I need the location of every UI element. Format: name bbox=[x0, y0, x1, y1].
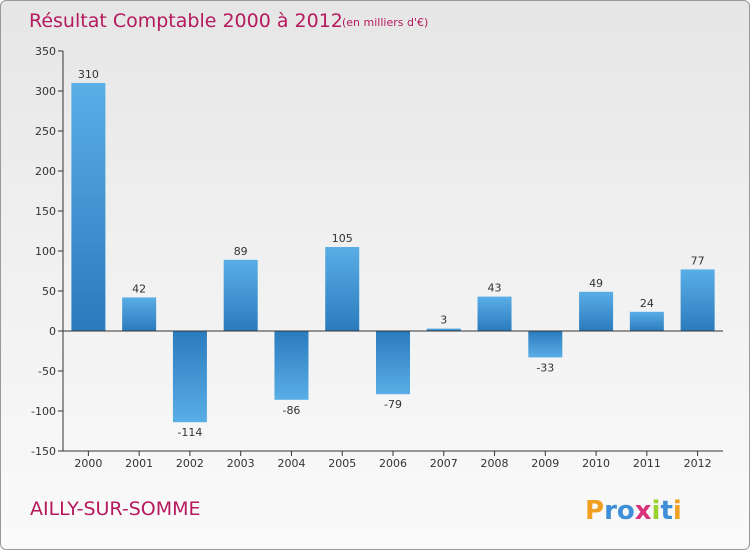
y-tick-label: 0 bbox=[49, 325, 56, 338]
bar bbox=[172, 331, 207, 423]
bar bbox=[325, 247, 360, 331]
data-label: 77 bbox=[691, 254, 705, 267]
data-label: -79 bbox=[384, 398, 402, 411]
data-label: 42 bbox=[132, 282, 146, 295]
bar bbox=[71, 83, 106, 331]
y-tick-label: 300 bbox=[35, 85, 56, 98]
data-label: 24 bbox=[640, 297, 654, 310]
logo-letter: x bbox=[635, 496, 652, 526]
bar bbox=[477, 296, 512, 331]
bar bbox=[122, 297, 157, 331]
bar bbox=[274, 331, 309, 400]
y-tick-label: 100 bbox=[35, 245, 56, 258]
x-tick-label: 2005 bbox=[328, 457, 356, 470]
bars: 310 42 -114 89 -86 105 -79 3 43 -33 49 24 77 bbox=[71, 68, 715, 439]
y-tick-label: -50 bbox=[38, 365, 56, 378]
bar bbox=[223, 259, 258, 331]
logo-letter: t bbox=[660, 496, 672, 526]
logo-letter: o bbox=[617, 496, 635, 526]
bar bbox=[376, 331, 410, 395]
y-tick-label: -100 bbox=[31, 405, 56, 418]
data-label: 49 bbox=[589, 277, 603, 290]
bar bbox=[528, 331, 563, 358]
axes bbox=[62, 51, 723, 452]
data-label: 310 bbox=[78, 68, 99, 81]
data-label: 3 bbox=[440, 314, 447, 327]
x-tick-label: 2009 bbox=[531, 457, 559, 470]
data-label: -86 bbox=[282, 404, 300, 417]
x-tick-label: 2003 bbox=[227, 457, 255, 470]
data-label: 89 bbox=[234, 245, 248, 258]
bar bbox=[680, 269, 715, 331]
logo-letter: P bbox=[585, 496, 604, 526]
logo-letter: r bbox=[604, 496, 617, 526]
data-label: 43 bbox=[488, 282, 502, 295]
data-label: 105 bbox=[332, 232, 353, 245]
x-tick-label: 2000 bbox=[74, 457, 102, 470]
y-tick-label: 200 bbox=[35, 165, 56, 178]
x-tick-label: 2012 bbox=[684, 457, 712, 470]
y-axis-ticks: 350 300 250 200 150 100 50 0 -50 -100 -150 bbox=[31, 45, 63, 458]
chart-title: Résultat Comptable 2000 à 2012 bbox=[29, 10, 343, 32]
x-tick-label: 2001 bbox=[125, 457, 153, 470]
x-tick-label: 2008 bbox=[481, 457, 509, 470]
bar bbox=[426, 328, 461, 331]
y-tick-label: 150 bbox=[35, 205, 56, 218]
chart-subtitle: (en milliers d'€) bbox=[342, 16, 428, 29]
y-tick-label: 350 bbox=[35, 45, 56, 58]
x-tick-label: 2007 bbox=[430, 457, 458, 470]
logo-letter: i bbox=[673, 496, 682, 526]
y-tick-label: 50 bbox=[42, 285, 56, 298]
x-tick-label: 2011 bbox=[633, 457, 661, 470]
x-tick-label: 2006 bbox=[379, 457, 407, 470]
logo-letter: i bbox=[652, 496, 661, 526]
city-name: AILLY-SUR-SOMME bbox=[30, 498, 201, 520]
x-tick-label: 2010 bbox=[582, 457, 610, 470]
bar bbox=[629, 311, 664, 331]
y-tick-label: 250 bbox=[35, 125, 56, 138]
bar bbox=[579, 291, 614, 331]
x-axis-ticks: 2000 2001 2002 2003 2004 2005 2006 2007 2008 2009… bbox=[74, 451, 712, 470]
x-tick-label: 2002 bbox=[176, 457, 204, 470]
proxiti-logo: Proxiti bbox=[585, 496, 682, 526]
data-label: -33 bbox=[536, 361, 554, 374]
x-tick-label: 2004 bbox=[277, 457, 305, 470]
y-tick-label: -150 bbox=[31, 445, 56, 458]
data-label: -114 bbox=[177, 426, 202, 439]
